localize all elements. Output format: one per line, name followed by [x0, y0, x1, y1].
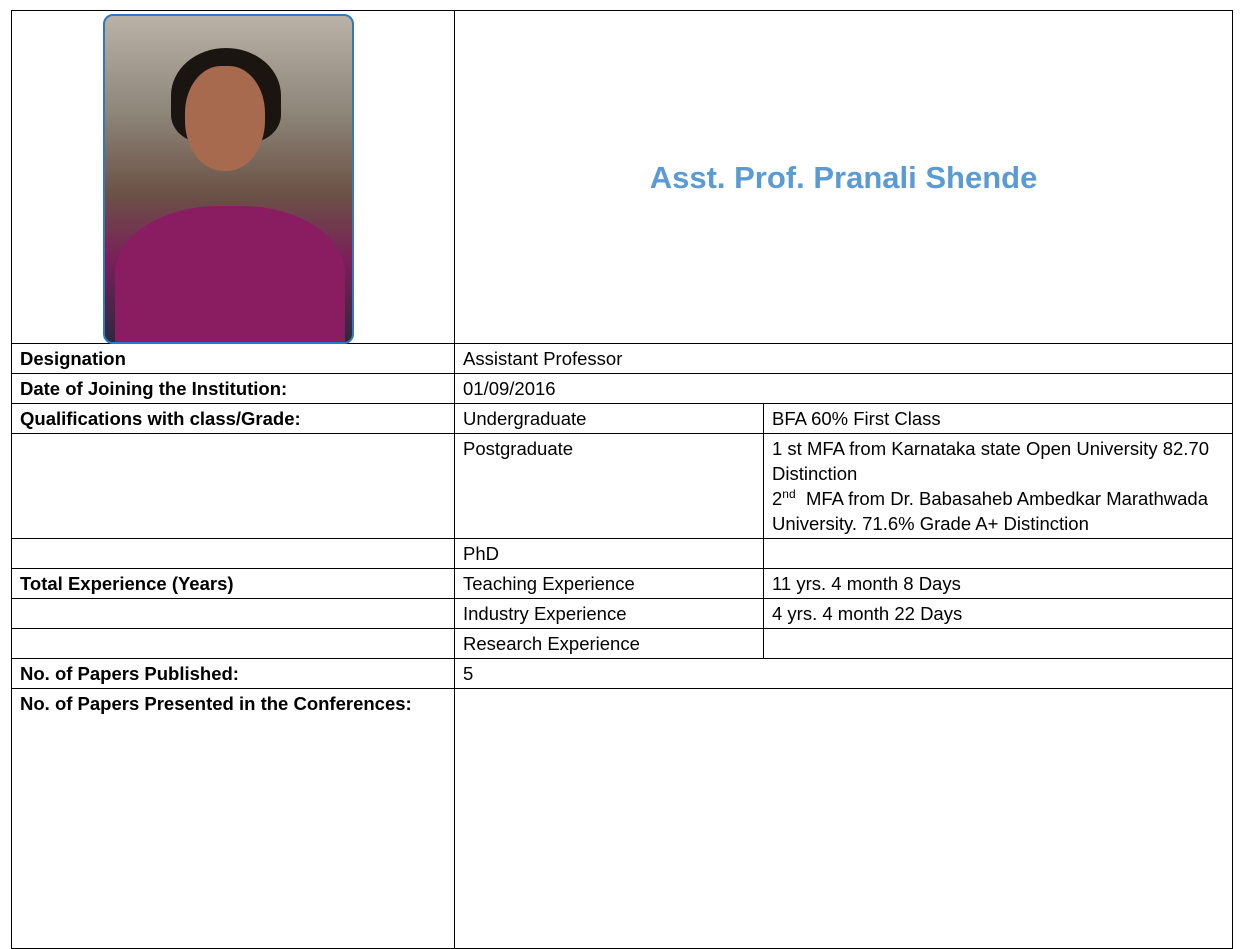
row: Postgraduate 1 st MFA from Karnataka sta… — [11, 433, 1234, 539]
empty-cell — [453, 688, 1234, 949]
ordinal: 2 — [772, 488, 783, 509]
row: No. of Papers Published: 5 — [11, 658, 1234, 689]
label: No. of Papers Presented in the Conferenc… — [11, 688, 455, 949]
row: Designation Assistant Professor — [11, 343, 1234, 374]
label: Date of Joining the Institution: — [11, 373, 455, 404]
sub-label: Postgraduate — [454, 433, 764, 539]
label: Designation — [11, 343, 455, 374]
row: No. of Papers Presented in the Conferenc… — [11, 688, 1234, 949]
faculty-name: Asst. Prof. Pranali Shende — [453, 10, 1234, 344]
label: No. of Papers Published: — [11, 658, 455, 689]
label: Qualifications with class/Grade: — [11, 403, 455, 434]
row: Research Experience — [11, 628, 1234, 659]
sub-label: PhD — [454, 538, 764, 569]
empty-cell — [11, 628, 455, 659]
ordinal-suffix: nd — [782, 486, 796, 501]
sub-label: Teaching Experience — [454, 568, 764, 599]
value: 01/09/2016 — [453, 373, 1234, 404]
profile-photo — [103, 14, 354, 344]
row: Total Experience (Years) Teaching Experi… — [11, 568, 1234, 599]
value: 4 yrs. 4 month 22 Days — [762, 598, 1234, 629]
header-row: Asst. Prof. Pranali Shende — [11, 10, 1234, 344]
value: BFA 60% First Class — [762, 403, 1234, 434]
sub-label: Industry Experience — [454, 598, 764, 629]
value: 1 st MFA from Karnataka state Open Unive… — [762, 433, 1234, 539]
label: Total Experience (Years) — [11, 568, 455, 599]
row: Date of Joining the Institution: 01/09/2… — [11, 373, 1234, 404]
value: 5 — [453, 658, 1234, 689]
value: Assistant Professor — [453, 343, 1234, 374]
empty-cell — [11, 538, 455, 569]
sub-label: Research Experience — [454, 628, 764, 659]
empty-cell — [11, 598, 455, 629]
row: Qualifications with class/Grade: Undergr… — [11, 403, 1234, 434]
empty-cell — [762, 538, 1234, 569]
profile-table: Asst. Prof. Pranali Shende Designation A… — [11, 10, 1234, 949]
page: {"header": {"name": "Asst. Prof. Pranali… — [11, 10, 1234, 949]
degree-2: 2nd MFA from Dr. Babasaheb Ambedkar Mara… — [772, 486, 1224, 536]
degree-1: 1 st MFA from Karnataka state Open Unive… — [772, 438, 1210, 484]
sub-label: Undergraduate — [454, 403, 764, 434]
value: 11 yrs. 4 month 8 Days — [762, 568, 1234, 599]
empty-cell — [11, 433, 455, 539]
degree-2-text: MFA from Dr. Babasaheb Ambedkar Marathwa… — [772, 488, 1208, 534]
row: PhD — [11, 538, 1234, 569]
photo-cell — [11, 10, 455, 344]
empty-cell — [762, 628, 1234, 659]
row: Industry Experience 4 yrs. 4 month 22 Da… — [11, 598, 1234, 629]
